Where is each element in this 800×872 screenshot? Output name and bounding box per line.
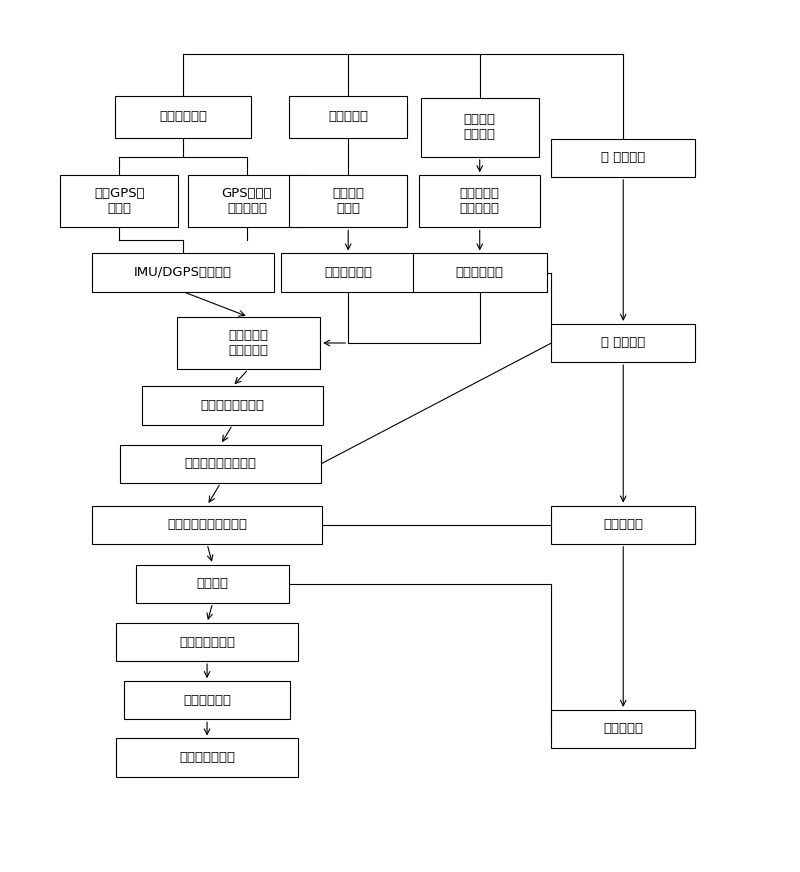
Text: IMU/DGPS数据处理: IMU/DGPS数据处理 — [134, 266, 232, 279]
FancyBboxPatch shape — [116, 623, 298, 661]
FancyBboxPatch shape — [136, 565, 289, 603]
FancyBboxPatch shape — [419, 175, 540, 228]
Text: 第二次外业: 第二次外业 — [603, 518, 643, 531]
Text: 机载GPS数
据获取: 机载GPS数 据获取 — [94, 187, 145, 215]
Text: 空中三角解算: 空中三角解算 — [324, 266, 372, 279]
FancyBboxPatch shape — [551, 506, 695, 544]
FancyBboxPatch shape — [289, 96, 407, 138]
FancyBboxPatch shape — [116, 739, 298, 777]
FancyBboxPatch shape — [120, 445, 321, 483]
Text: 全要素内业数据采集: 全要素内业数据采集 — [185, 457, 257, 470]
Text: GPS地面基
站数据获取: GPS地面基 站数据获取 — [222, 187, 272, 215]
FancyBboxPatch shape — [60, 175, 178, 228]
Text: 第 一次外业: 第 一次外业 — [601, 152, 646, 164]
FancyBboxPatch shape — [115, 96, 251, 138]
FancyBboxPatch shape — [551, 139, 695, 177]
Text: 第 一次内业: 第 一次内业 — [601, 337, 646, 350]
Text: 航空摄影飞行: 航空摄影飞行 — [159, 111, 207, 124]
FancyBboxPatch shape — [177, 317, 320, 369]
FancyBboxPatch shape — [282, 254, 415, 292]
Text: 地面像片控
制测量数据: 地面像片控 制测量数据 — [460, 187, 500, 215]
Text: 检校场飞行: 检校场飞行 — [328, 111, 368, 124]
Text: 检校场测
量数据: 检校场测 量数据 — [332, 187, 364, 215]
FancyBboxPatch shape — [551, 324, 695, 362]
FancyBboxPatch shape — [421, 98, 538, 157]
Text: 空中三角加密: 空中三角加密 — [456, 266, 504, 279]
FancyBboxPatch shape — [413, 254, 546, 292]
FancyBboxPatch shape — [92, 254, 274, 292]
Text: 数据格式转换: 数据格式转换 — [183, 694, 231, 706]
FancyBboxPatch shape — [188, 175, 306, 228]
Text: 地面像片
控制测量: 地面像片 控制测量 — [464, 113, 496, 141]
Text: 数据编辑: 数据编辑 — [197, 577, 229, 590]
Text: 轮廓整饰和注记: 轮廓整饰和注记 — [179, 636, 235, 649]
Text: 第二次内业: 第二次内业 — [603, 722, 643, 735]
FancyBboxPatch shape — [142, 386, 323, 425]
Text: 外业调绘、检核和补测: 外业调绘、检核和补测 — [167, 518, 247, 531]
Text: 自动创建立体模型: 自动创建立体模型 — [201, 399, 265, 412]
Text: 数字地形图数据: 数字地形图数据 — [179, 751, 235, 764]
FancyBboxPatch shape — [551, 710, 695, 748]
FancyBboxPatch shape — [289, 175, 407, 228]
FancyBboxPatch shape — [124, 681, 290, 719]
FancyBboxPatch shape — [92, 506, 322, 544]
Text: 外方位元素
系统误差改: 外方位元素 系统误差改 — [229, 329, 269, 357]
